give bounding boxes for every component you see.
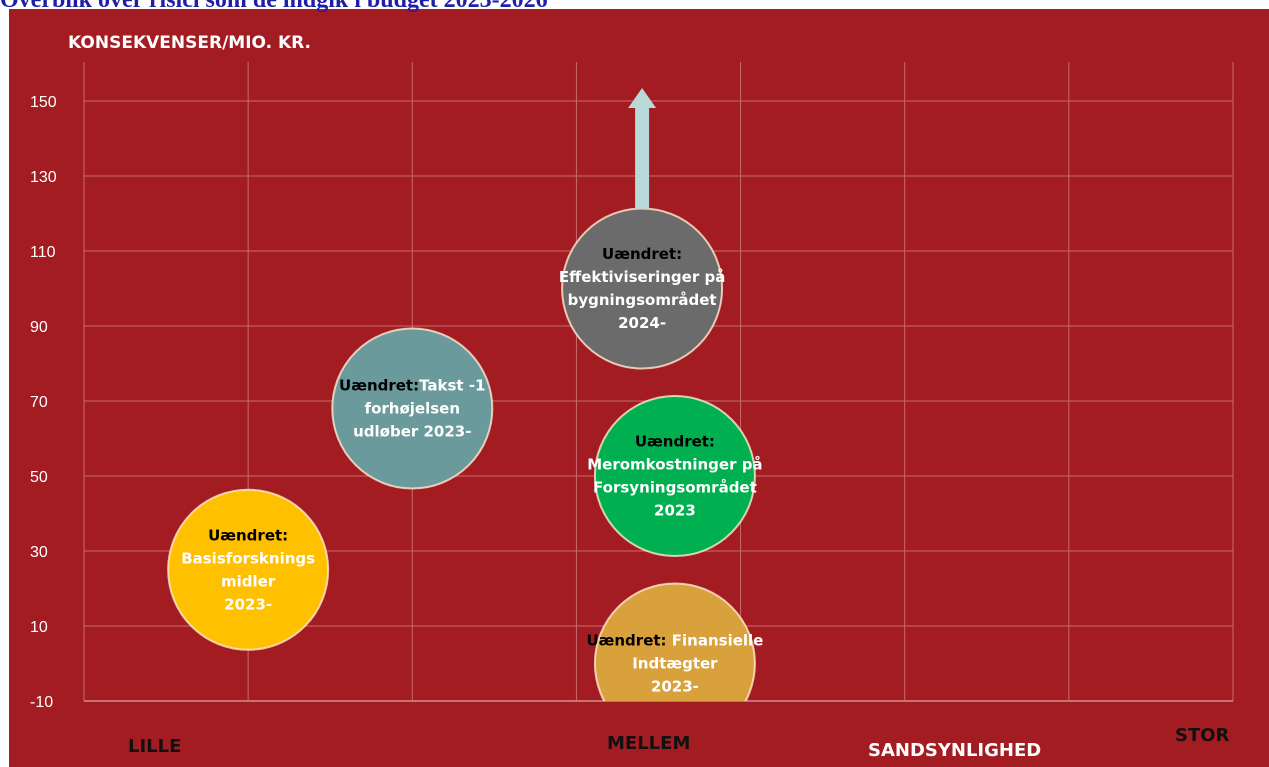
bubble-name: 2023- [224, 595, 272, 613]
bubble-name: midler [221, 572, 276, 590]
bubble-name: Indtægter [632, 655, 718, 673]
bubble-name: udløber 2023- [353, 423, 471, 441]
bubble [593, 582, 756, 701]
bubble-name: forhøjelsen [365, 400, 460, 418]
x-axis-title: SANDSYNLIGHED [868, 740, 1041, 761]
y-tick-label: 70 [30, 394, 48, 411]
y-tick-label: -10 [30, 694, 53, 711]
bubble-name: Basisforsknings [181, 549, 315, 567]
bubble [593, 395, 756, 557]
bubble-name: Forsyningsområdet [593, 479, 757, 497]
page-title: Overblik over risici som de indgik i bud… [0, 0, 548, 13]
bubble-name: 2023- [651, 678, 699, 696]
y-tick-label: 50 [30, 469, 48, 486]
y-axis-title: KONSEKVENSER/MIO. KR. [68, 33, 311, 53]
y-tick-label: 150 [30, 94, 57, 111]
bubble-status: Uændret: [602, 245, 682, 263]
bubble-name: 2024- [618, 314, 666, 332]
bubble-name: Effektiviseringer på [559, 268, 726, 286]
x-annotation: MELLEM [607, 733, 690, 754]
bubble [331, 327, 494, 490]
bubble [561, 207, 724, 370]
bubble-name: bygningsområdet [568, 291, 717, 309]
x-annotation: STOR [1175, 725, 1230, 746]
y-tick-label: 10 [30, 619, 48, 636]
bubble-label: Uændret: Finansielle [586, 632, 763, 650]
x-annotation: LILLE [128, 736, 181, 757]
bubble [167, 488, 330, 651]
bubble-name: Meromkostninger på [587, 456, 762, 474]
bubble-name: Finansielle [667, 632, 764, 650]
bubble-status: Uændret: [208, 526, 288, 544]
plot-area [167, 207, 756, 701]
arrow [628, 88, 657, 209]
bubble-name: 2023 [654, 502, 696, 520]
bubble-status: Uændret: [586, 632, 666, 650]
bubble-status: Uændret: [635, 433, 715, 451]
y-tick-label: 90 [30, 319, 48, 336]
bubble-label: Uændret: [635, 433, 715, 451]
bubble-label: Uændret: [208, 526, 288, 544]
y-tick-label: 110 [30, 244, 56, 261]
bubble-status: Uændret: [339, 377, 419, 395]
y-tick-label: 30 [30, 544, 48, 561]
bubble-label: Uændret:Takst -1 [339, 377, 485, 395]
y-tick-label: 130 [30, 169, 57, 186]
bubble-name: Takst -1 [419, 377, 485, 395]
bubble-label: Uændret: [602, 245, 682, 263]
